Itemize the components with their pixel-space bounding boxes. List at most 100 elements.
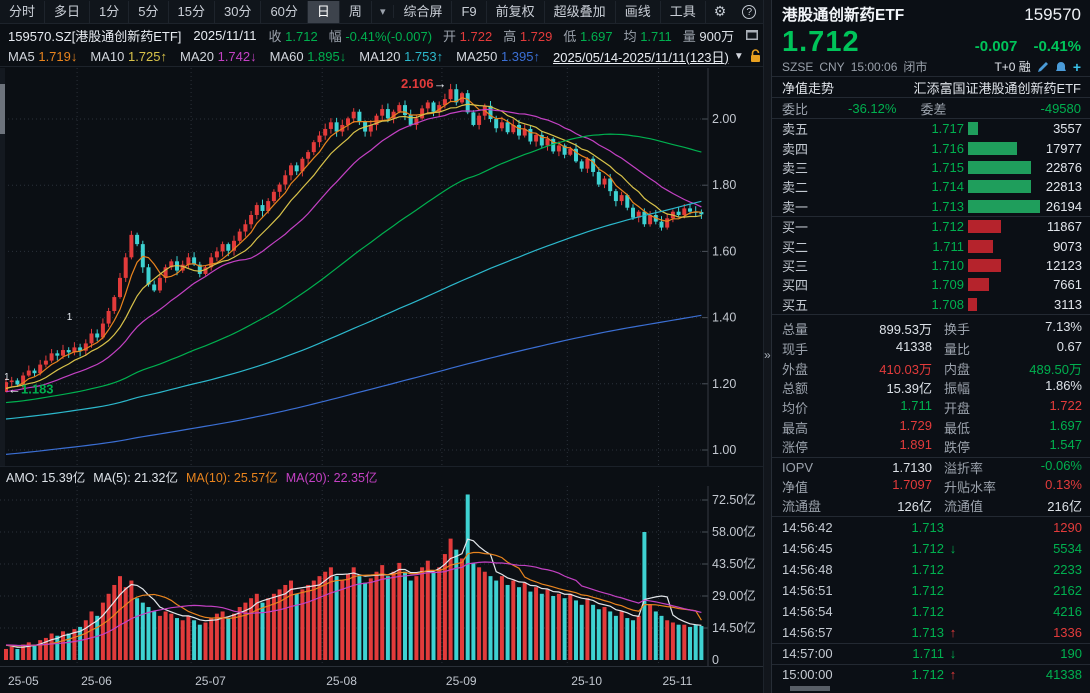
- svg-text:2.106→: 2.106→: [401, 76, 447, 91]
- menu-综合屏[interactable]: 综合屏: [394, 0, 453, 23]
- tick-row[interactable]: 14:57:00 1.711 ↓ 190: [772, 642, 1090, 664]
- order-level-label: 卖五: [782, 122, 809, 138]
- field-value: 1.711: [640, 28, 672, 44]
- tick-list[interactable]: 14:56:42 1.713 1290 14:56:45 1.712 ↓ 5534 14:56…: [772, 517, 1090, 685]
- order-volume: 9073: [1053, 238, 1082, 254]
- order-row-卖二[interactable]: 卖二 1.714 22813: [772, 177, 1090, 196]
- tab-多日[interactable]: 多日: [45, 0, 91, 23]
- tick-volume: 1336: [1053, 624, 1082, 640]
- order-volume: 3557: [1053, 121, 1082, 137]
- field-收: 收 1.712: [269, 26, 318, 45]
- field-量: 量 900万: [683, 26, 734, 45]
- volume-chart[interactable]: 72.50亿 58.00亿 43.50亿 29.00亿 14.50亿 0: [0, 486, 763, 667]
- order-row-卖一[interactable]: 卖一 1.713 26194: [772, 197, 1090, 216]
- gear-icon[interactable]: ⚙: [713, 3, 727, 19]
- order-row-买二[interactable]: 买二 1.711 9073: [772, 236, 1090, 255]
- tab-周[interactable]: 周: [340, 0, 372, 23]
- tab-分时[interactable]: 分时: [0, 0, 46, 23]
- menu-超级叠加[interactable]: 超级叠加: [545, 0, 616, 23]
- tab-30分[interactable]: 30分: [215, 0, 262, 23]
- order-level-label: 买五: [782, 297, 809, 313]
- date-range-control[interactable]: 2025/05/14-2025/11/11(123日) ▼: [553, 47, 770, 66]
- order-price: 1.710: [931, 257, 964, 273]
- stat-value: 7.13%: [1045, 319, 1082, 335]
- mini-window-icon[interactable]: [745, 29, 759, 41]
- tab-5分[interactable]: 5分: [129, 0, 169, 23]
- tick-price: 1.713: [911, 519, 944, 535]
- candlestick-chart[interactable]: 2.00 1.80 1.60 1.40 1.20 1.00 2.106→ ←1.183 1 1: [0, 68, 763, 466]
- tick-time: 14:56:51: [782, 582, 833, 598]
- tick-time: 14:56:42: [782, 519, 833, 535]
- chevron-down-icon[interactable]: ▼: [733, 50, 744, 62]
- weibi-label: 委比: [782, 101, 809, 117]
- collapse-chevrons-icon[interactable]: »: [764, 348, 771, 362]
- tick-time: 14:56:54: [782, 603, 833, 619]
- tick-price: 1.711: [912, 646, 944, 662]
- stat-label: 溢折率: [944, 460, 984, 476]
- order-level-label: 卖二: [782, 180, 809, 196]
- stat-row: 最高 1.729 最低 1.697: [772, 417, 1090, 437]
- tick-time: 14:56:48: [782, 561, 833, 577]
- bell-icon[interactable]: [1055, 61, 1067, 73]
- order-row-买四[interactable]: 买四 1.709 7661: [772, 275, 1090, 294]
- order-price: 1.714: [931, 179, 964, 195]
- tick-row[interactable]: 14:56:54 1.712 4216: [772, 601, 1090, 622]
- order-volume-bar: [968, 258, 1002, 272]
- tick-time: 14:56:45: [782, 540, 833, 556]
- menu-工具[interactable]: 工具: [661, 0, 706, 23]
- ma-label: MA60: [269, 48, 308, 64]
- svg-text:1.80: 1.80: [712, 178, 736, 192]
- order-row-买一[interactable]: 买一 1.712 11867: [772, 217, 1090, 236]
- pencil-icon[interactable]: [1037, 61, 1049, 73]
- help-icon[interactable]: ?: [742, 4, 757, 19]
- scrollbar-thumb[interactable]: [0, 84, 5, 134]
- period-tabs: 分时 多日 1分 5分 15分 30分 60分日周 ▾: [0, 0, 395, 23]
- tick-row[interactable]: 14:56:45 1.712 ↓ 5534: [772, 538, 1090, 559]
- svg-text:1.60: 1.60: [712, 244, 736, 258]
- tick-row[interactable]: 14:56:51 1.712 2162: [772, 580, 1090, 601]
- field-label: 开: [443, 28, 460, 44]
- tick-row[interactable]: 15:00:00 1.712 ↑ 41338: [772, 663, 1090, 685]
- panel-collapse-handle[interactable]: »: [763, 0, 772, 693]
- svg-text:2.00: 2.00: [712, 112, 736, 126]
- periods-dropdown-icon[interactable]: ▾: [372, 5, 395, 18]
- unlock-icon[interactable]: [749, 49, 762, 63]
- order-row-卖四[interactable]: 卖四 1.716 17977: [772, 138, 1090, 157]
- tick-volume: 1290: [1053, 519, 1082, 535]
- stat-row: 净值 1.7097 升贴水率 0.13%: [772, 476, 1090, 496]
- stat-label: 均价: [782, 401, 809, 416]
- order-volume: 11867: [1046, 219, 1082, 235]
- tick-price: 1.712: [911, 582, 944, 598]
- tick-row[interactable]: 14:56:48 1.712 2233: [772, 559, 1090, 580]
- tab-15分[interactable]: 15分: [169, 0, 215, 23]
- tab-60分[interactable]: 60分: [261, 0, 308, 23]
- order-row-卖五[interactable]: 卖五 1.717 3557: [772, 119, 1090, 138]
- arrow-up-icon: ↑: [949, 667, 957, 683]
- tab-日[interactable]: 日: [307, 0, 340, 23]
- order-row-买三[interactable]: 买三 1.710 12123: [772, 256, 1090, 275]
- horizontal-scrollbar-thumb[interactable]: [790, 686, 830, 691]
- plus-icon[interactable]: +: [1072, 58, 1081, 75]
- menu-前复权[interactable]: 前复权: [487, 0, 545, 23]
- tick-row[interactable]: 14:56:57 1.713 ↑ 1336: [772, 622, 1090, 643]
- fund-full-name: 汇添富国证港股通创新药ETF: [913, 80, 1081, 96]
- stat-value: 1.7097: [892, 476, 932, 492]
- order-row-卖三[interactable]: 卖三 1.715 22876: [772, 158, 1090, 177]
- tick-row[interactable]: 14:56:42 1.713 1290: [772, 517, 1090, 538]
- month-label-25-07: 25-07: [195, 674, 226, 688]
- order-row-买五[interactable]: 买五 1.708 3113: [772, 295, 1090, 314]
- field-均: 均 1.711: [624, 26, 672, 45]
- field-label: 高: [503, 28, 520, 44]
- nav-trend-link[interactable]: 净值走势: [782, 80, 835, 96]
- month-label-25-10: 25-10: [571, 674, 602, 688]
- order-price: 1.708: [931, 296, 964, 312]
- date-range-label[interactable]: 2025/05/14-2025/11/11(123日): [552, 49, 729, 65]
- stat-value: 1.729: [899, 417, 932, 433]
- tab-1分[interactable]: 1分: [90, 0, 130, 23]
- stat-row: 外盘 410.03万 内盘 489.50万: [772, 358, 1090, 378]
- stat-value: 899.53万: [879, 322, 932, 338]
- menu-F9[interactable]: F9: [452, 0, 487, 23]
- menu-画线[interactable]: 画线: [616, 0, 661, 23]
- ma-value: 1.725↑: [127, 48, 168, 64]
- left-scrollbar[interactable]: [0, 68, 5, 466]
